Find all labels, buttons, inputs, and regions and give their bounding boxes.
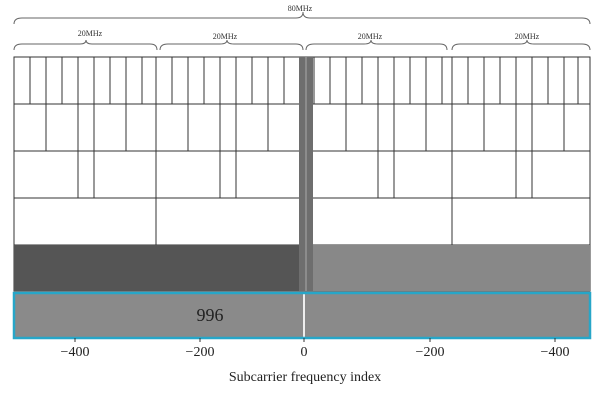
brace-20mhz-4	[451, 39, 591, 51]
brace-20mhz-1	[13, 39, 158, 51]
x-tick-label: 0	[300, 345, 308, 360]
x-tick-label: −400	[540, 345, 570, 360]
label-80mhz: 80MHz	[287, 4, 313, 13]
label-20mhz-2: 20MHz	[212, 32, 238, 41]
brace-80mhz	[13, 11, 591, 25]
ru-484-left	[14, 245, 299, 291]
row-26-tone	[29, 57, 579, 104]
label-20mhz-1: 20MHz	[77, 29, 103, 38]
row-242-tone	[155, 198, 453, 245]
ru-996-block	[15, 294, 589, 337]
row-52-tone	[45, 104, 565, 151]
label-20mhz-3: 20MHz	[357, 32, 383, 41]
x-tick-label: −200	[185, 345, 215, 360]
label-20mhz-4: 20MHz	[514, 32, 540, 41]
row-106-tone	[77, 151, 533, 198]
brace-20mhz-2	[159, 39, 304, 51]
ru-996-label: 996	[196, 305, 224, 325]
x-tick-label: −400	[60, 345, 90, 360]
ru-484-right	[313, 245, 590, 291]
x-tick-label: −200	[415, 345, 445, 360]
x-axis-label: Subcarrier frequency index	[228, 370, 382, 385]
brace-20mhz-3	[305, 39, 448, 51]
ru-996-highlight-border	[12, 291, 592, 340]
